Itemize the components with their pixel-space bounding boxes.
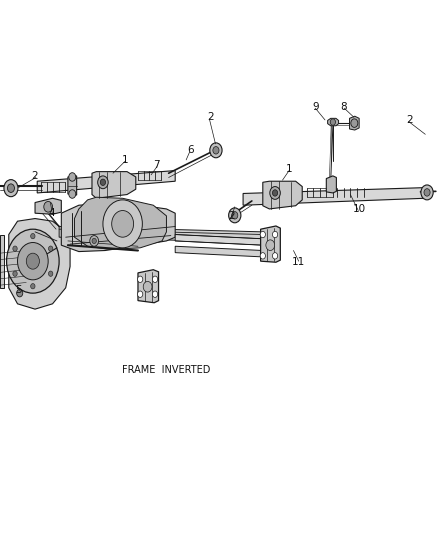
Polygon shape (138, 270, 159, 303)
Circle shape (351, 119, 358, 127)
Text: 8: 8 (340, 102, 347, 111)
Circle shape (69, 173, 76, 181)
Circle shape (49, 271, 53, 276)
Text: 5: 5 (15, 286, 22, 295)
Circle shape (330, 119, 336, 125)
Polygon shape (175, 235, 263, 245)
Polygon shape (350, 116, 359, 130)
Text: 1: 1 (121, 155, 128, 165)
Circle shape (31, 233, 35, 239)
Circle shape (26, 253, 39, 269)
Circle shape (13, 246, 17, 252)
Polygon shape (37, 171, 175, 193)
Polygon shape (0, 235, 4, 288)
Text: 6: 6 (187, 146, 194, 155)
Circle shape (152, 276, 158, 282)
Circle shape (272, 231, 278, 238)
Text: 2: 2 (32, 171, 39, 181)
Circle shape (92, 238, 96, 244)
Text: 2: 2 (406, 115, 413, 125)
Circle shape (17, 289, 23, 297)
Text: 1: 1 (286, 164, 293, 174)
Polygon shape (9, 219, 70, 309)
Circle shape (98, 176, 108, 189)
Circle shape (69, 190, 76, 198)
Polygon shape (263, 181, 302, 209)
Circle shape (44, 201, 53, 212)
Circle shape (13, 271, 17, 276)
Circle shape (421, 185, 433, 200)
Polygon shape (328, 118, 339, 126)
Text: 10: 10 (353, 204, 366, 214)
Circle shape (7, 184, 14, 192)
Circle shape (260, 231, 265, 238)
Circle shape (7, 229, 59, 293)
Circle shape (31, 284, 35, 289)
Circle shape (143, 281, 152, 292)
Text: 2: 2 (207, 112, 214, 122)
Circle shape (272, 190, 278, 196)
Polygon shape (175, 246, 263, 257)
Circle shape (152, 291, 158, 297)
Circle shape (260, 253, 265, 259)
Text: 9: 9 (312, 102, 319, 111)
Circle shape (210, 143, 222, 158)
Polygon shape (59, 227, 263, 243)
Circle shape (90, 236, 99, 246)
Circle shape (112, 211, 134, 237)
Circle shape (232, 212, 238, 219)
Polygon shape (92, 172, 136, 198)
Polygon shape (61, 204, 175, 252)
Polygon shape (243, 188, 425, 205)
Polygon shape (68, 176, 77, 195)
Circle shape (229, 208, 241, 223)
Circle shape (266, 240, 275, 251)
Text: 2: 2 (228, 211, 235, 221)
Circle shape (138, 276, 143, 282)
Circle shape (100, 179, 106, 185)
Text: 4: 4 (48, 208, 55, 218)
Circle shape (18, 243, 48, 280)
Circle shape (424, 189, 430, 196)
Circle shape (49, 246, 53, 252)
Polygon shape (326, 176, 336, 193)
Polygon shape (74, 197, 166, 249)
Polygon shape (261, 226, 280, 262)
Circle shape (270, 187, 280, 199)
Text: 11: 11 (292, 257, 305, 267)
Circle shape (213, 147, 219, 154)
Circle shape (4, 180, 18, 197)
Text: FRAME  INVERTED: FRAME INVERTED (122, 366, 211, 375)
Circle shape (138, 291, 143, 297)
Text: 7: 7 (153, 160, 160, 170)
Circle shape (103, 200, 142, 248)
Circle shape (272, 253, 278, 259)
Polygon shape (35, 198, 61, 214)
